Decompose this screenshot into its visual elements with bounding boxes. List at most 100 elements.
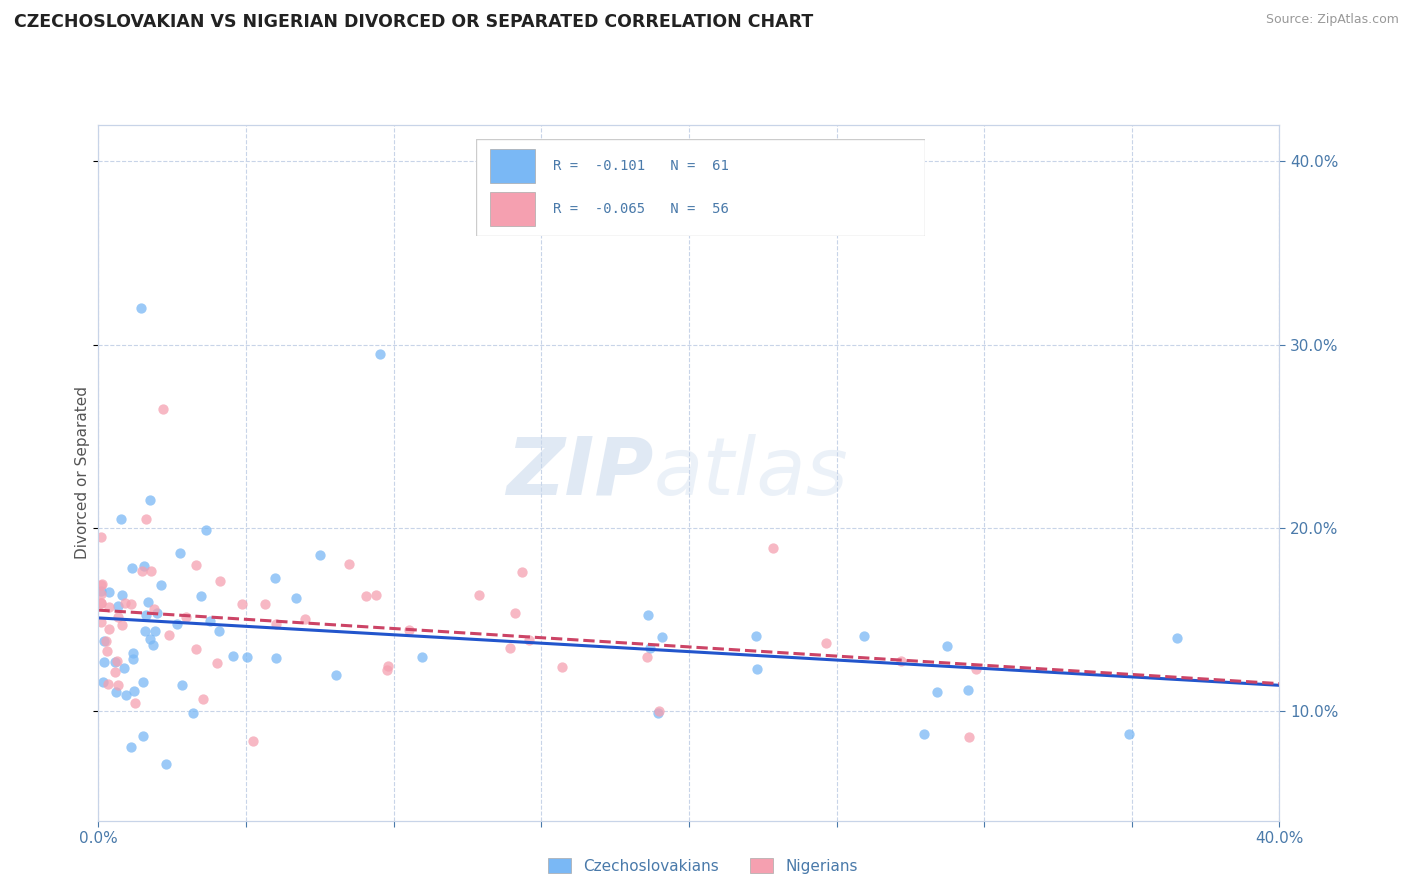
Point [98, 599, 121, 614]
Point [121, 646, 143, 660]
Point [637, 607, 659, 622]
Point [205, 657, 228, 671]
Point [1166, 631, 1188, 645]
Point [264, 617, 287, 632]
Point [139, 565, 162, 579]
Point [97, 677, 120, 691]
Point [254, 597, 277, 611]
Point [745, 662, 768, 676]
Point [1118, 727, 1140, 741]
Point [134, 624, 156, 639]
Point [90, 530, 112, 544]
Point [132, 674, 155, 689]
Point [152, 401, 174, 416]
Point [636, 650, 658, 665]
Point [744, 629, 766, 643]
Point [398, 623, 420, 637]
Point [90, 596, 112, 610]
Point [264, 651, 287, 665]
Point [90, 578, 112, 592]
Point [957, 682, 980, 697]
Point [853, 629, 876, 643]
Legend: Czechoslovakians, Nigerians: Czechoslovakians, Nigerians [543, 852, 863, 880]
Point [207, 624, 229, 639]
Point [111, 617, 134, 632]
Point [181, 706, 204, 720]
Point [105, 653, 128, 667]
Point [411, 649, 433, 664]
Point [222, 648, 245, 663]
Point [120, 597, 142, 611]
Point [150, 578, 173, 592]
Point [498, 641, 520, 656]
Text: ZIP: ZIP [506, 434, 654, 512]
Point [120, 740, 142, 755]
Point [294, 612, 316, 626]
Point [136, 595, 159, 609]
Point [935, 639, 957, 653]
Point [98, 585, 121, 599]
Point [121, 560, 143, 574]
Point [814, 636, 837, 650]
Point [325, 667, 347, 681]
Point [94, 634, 117, 648]
Point [122, 684, 145, 698]
Point [124, 696, 146, 710]
Point [648, 705, 671, 719]
Point [105, 684, 128, 698]
Text: atlas: atlas [654, 434, 848, 512]
Point [115, 689, 138, 703]
Point [193, 692, 215, 706]
Point [139, 493, 162, 508]
Point [912, 727, 935, 741]
Point [957, 730, 980, 744]
Point [145, 624, 167, 638]
Point [107, 610, 129, 624]
Point [104, 665, 127, 680]
Point [651, 630, 673, 644]
Point [169, 546, 191, 560]
Point [510, 566, 533, 580]
Point [138, 632, 160, 646]
Point [90, 596, 112, 610]
Point [965, 662, 987, 676]
Point [761, 541, 783, 555]
Point [132, 729, 155, 743]
Point [190, 589, 212, 603]
Point [242, 734, 264, 748]
Point [121, 652, 143, 666]
Point [90, 615, 112, 630]
Point [640, 641, 662, 656]
Point [93, 634, 115, 648]
Text: CZECHOSLOVAKIAN VS NIGERIAN DIVORCED OR SEPARATED CORRELATION CHART: CZECHOSLOVAKIAN VS NIGERIAN DIVORCED OR … [14, 13, 813, 31]
Point [157, 628, 180, 642]
Point [551, 660, 574, 674]
Point [129, 301, 152, 315]
Point [308, 549, 330, 563]
Point [467, 588, 489, 602]
Point [104, 655, 127, 669]
Point [93, 675, 115, 690]
Point [166, 616, 188, 631]
Point [98, 622, 121, 636]
Point [236, 649, 259, 664]
Point [231, 598, 253, 612]
Point [155, 757, 177, 772]
Point [184, 642, 207, 657]
Point [209, 574, 232, 588]
Point [111, 588, 134, 602]
Point [90, 583, 112, 598]
Point [927, 684, 949, 698]
Point [135, 511, 157, 525]
Point [517, 633, 540, 648]
Point [364, 588, 387, 602]
Point [264, 571, 287, 585]
Point [375, 663, 398, 677]
Point [337, 557, 360, 571]
Point [146, 606, 169, 620]
Point [96, 644, 118, 658]
Point [132, 558, 155, 573]
Point [135, 607, 157, 622]
Point [142, 638, 165, 652]
Point [172, 678, 194, 692]
